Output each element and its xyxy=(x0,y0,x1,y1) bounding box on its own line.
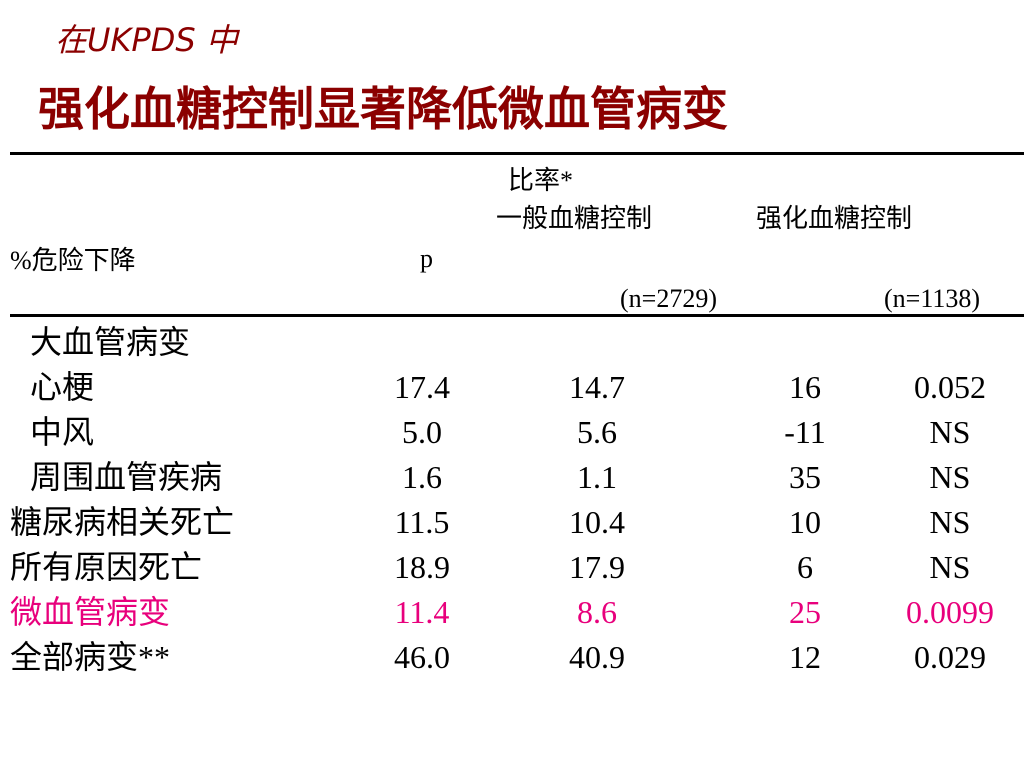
cell: 5.0 xyxy=(402,414,442,450)
title-line: 在UKPDS 中 xyxy=(55,21,238,59)
row-label: 全部病变** xyxy=(10,639,171,675)
cell: 46.0 xyxy=(394,639,450,675)
cell: 10.4 xyxy=(569,504,625,540)
cell: 11.4 xyxy=(394,594,450,630)
cell: NS xyxy=(929,549,971,585)
row-label: 中风 xyxy=(30,414,95,450)
column-header: (n=2729) xyxy=(620,284,717,313)
cell: 8.6 xyxy=(577,594,617,630)
cell: 1.1 xyxy=(577,459,617,495)
cell: 0.029 xyxy=(914,639,986,675)
cell: NS xyxy=(929,459,971,495)
cell: 35 xyxy=(789,459,821,495)
cell: 10 xyxy=(789,504,821,540)
row-label: 大血管病变 xyxy=(30,324,191,360)
cell: 5.6 xyxy=(577,414,617,450)
cell: 1.6 xyxy=(402,459,442,495)
cell: 14.7 xyxy=(569,369,625,405)
cell: 40.9 xyxy=(569,639,625,675)
cell: 12 xyxy=(789,639,821,675)
cell: 6 xyxy=(797,549,813,585)
column-header: (n=1138) xyxy=(884,284,981,313)
cell: 17.4 xyxy=(394,369,450,405)
row-label: 所有原因死亡 xyxy=(10,549,203,585)
cell: NS xyxy=(929,504,971,540)
row-label: 心梗 xyxy=(30,369,95,405)
cell: 18.9 xyxy=(394,549,450,585)
column-header: 强化血糖控制 xyxy=(756,204,913,233)
column-header: 比率* xyxy=(508,166,574,195)
rule xyxy=(10,314,1024,317)
row-label: 周围血管疾病 xyxy=(30,459,223,495)
cell: 25 xyxy=(789,594,821,630)
row-label: 糖尿病相关死亡 xyxy=(10,504,235,540)
cell: 11.5 xyxy=(394,504,450,540)
cell: 0.0099 xyxy=(906,594,994,630)
rule xyxy=(10,152,1024,155)
cell: NS xyxy=(929,414,971,450)
title-line: 强化血糖控制显著降低微血管病变 xyxy=(38,82,728,136)
row-label: 微血管病变 xyxy=(10,594,171,630)
cell: 16 xyxy=(789,369,821,405)
cell: 17.9 xyxy=(569,549,625,585)
column-header: 一般血糖控制 xyxy=(496,204,653,233)
column-header: p xyxy=(420,244,433,273)
column-header: %危险下降 xyxy=(10,246,136,275)
cell: 0.052 xyxy=(914,369,986,405)
cell: -11 xyxy=(784,414,826,450)
